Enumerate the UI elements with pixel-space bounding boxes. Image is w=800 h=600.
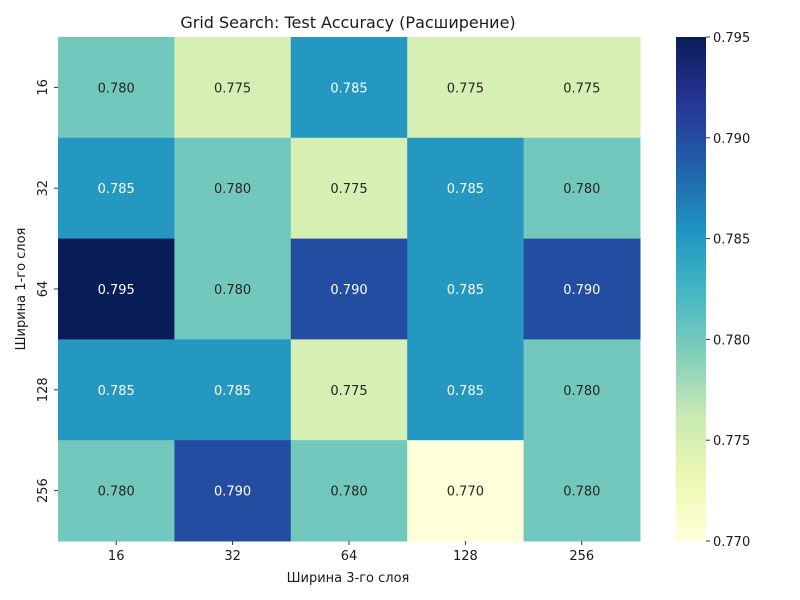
x-tick-label: 256 (569, 549, 594, 564)
heatmap-cell (523, 440, 641, 542)
cell-value-label: 0.785 (98, 384, 135, 399)
y-tick-label: 128 (36, 377, 51, 402)
heatmap-cell (58, 440, 175, 542)
x-tick-label: 128 (453, 549, 478, 564)
heatmap-cell (174, 440, 292, 542)
colorbar-tick-label: 0.790 (713, 132, 750, 147)
heatmap-cell (58, 339, 175, 441)
cell-value-label: 0.785 (447, 182, 484, 197)
y-tick-label: 64 (36, 281, 51, 298)
heatmap-cells: 0.780 0.775 0.785 0.775 0.775 0.785 0.780 0.775… (58, 37, 641, 542)
y-tick-label: 256 (36, 478, 51, 503)
cell-value-label: 0.775 (447, 81, 484, 96)
chart-title: Grid Search: Test Accuracy (Расширение) (180, 13, 515, 32)
cell-value-label: 0.780 (98, 81, 135, 96)
heatmap-cell (58, 137, 175, 240)
heatmap-cell (174, 238, 292, 340)
cell-value-label: 0.780 (330, 485, 367, 500)
heatmap-cell (290, 440, 408, 542)
cell-value-label: 0.790 (330, 283, 367, 298)
heatmap-cell (407, 440, 525, 542)
cell-value-label: 0.775 (214, 81, 251, 96)
heatmap-cell (407, 137, 525, 240)
heatmap-cell (174, 137, 292, 240)
heatmap-cell (174, 339, 292, 441)
heatmap-cell (290, 339, 408, 441)
x-axis-label: Ширина 3-го слоя (287, 571, 410, 586)
heatmap-cell (407, 37, 525, 139)
colorbar-tick-label: 0.780 (713, 333, 750, 348)
cell-value-label: 0.785 (330, 81, 367, 96)
cell-value-label: 0.775 (563, 81, 600, 96)
cell-value-label: 0.785 (98, 182, 135, 197)
heatmap-cell (523, 339, 641, 441)
heatmap-cell (290, 37, 408, 139)
cell-value-label: 0.785 (214, 384, 251, 399)
heatmap-cell (58, 238, 175, 340)
heatmap-cell (58, 37, 175, 139)
cell-value-label: 0.780 (214, 283, 251, 298)
heatmap-cell (523, 37, 641, 139)
cell-value-label: 0.775 (330, 182, 367, 197)
cell-value-label: 0.790 (563, 283, 600, 298)
heatmap-cell (174, 37, 292, 139)
cell-value-label: 0.785 (447, 384, 484, 399)
heatmap-cell (407, 238, 525, 340)
cell-value-label: 0.785 (447, 283, 484, 298)
cell-value-label: 0.780 (563, 485, 600, 500)
cell-value-label: 0.795 (98, 283, 135, 298)
heatmap-cell (407, 339, 525, 441)
colorbar-tick-label: 0.770 (713, 535, 750, 550)
cell-value-label: 0.780 (563, 384, 600, 399)
cell-value-label: 0.770 (447, 485, 484, 500)
colorbar-tick-label: 0.775 (713, 434, 750, 449)
cell-value-label: 0.780 (214, 182, 251, 197)
x-tick-label: 64 (341, 549, 358, 564)
cell-value-label: 0.780 (98, 485, 135, 500)
y-tick-label: 16 (36, 79, 51, 96)
cell-value-label: 0.780 (563, 182, 600, 197)
colorbar-tick-label: 0.785 (713, 233, 750, 248)
colorbar-tick-label: 0.795 (713, 31, 750, 46)
y-axis: 16 32 64 128 256 (36, 79, 58, 503)
y-axis-label: Ширина 1-го слоя (14, 228, 29, 351)
heatmap-cell (290, 238, 408, 340)
y-tick-label: 32 (36, 180, 51, 197)
x-tick-label: 16 (108, 549, 125, 564)
x-tick-label: 32 (224, 549, 241, 564)
heatmap-cell (523, 238, 641, 340)
colorbar-axis: 0.770 0.775 0.780 0.785 0.790 0.795 (706, 31, 750, 550)
heatmap-cell (523, 137, 641, 240)
colorbar (676, 37, 706, 541)
x-axis: 16 32 64 128 256 (108, 541, 594, 564)
cell-value-label: 0.775 (330, 384, 367, 399)
heatmap-cell (290, 137, 408, 240)
cell-value-label: 0.790 (214, 485, 251, 500)
